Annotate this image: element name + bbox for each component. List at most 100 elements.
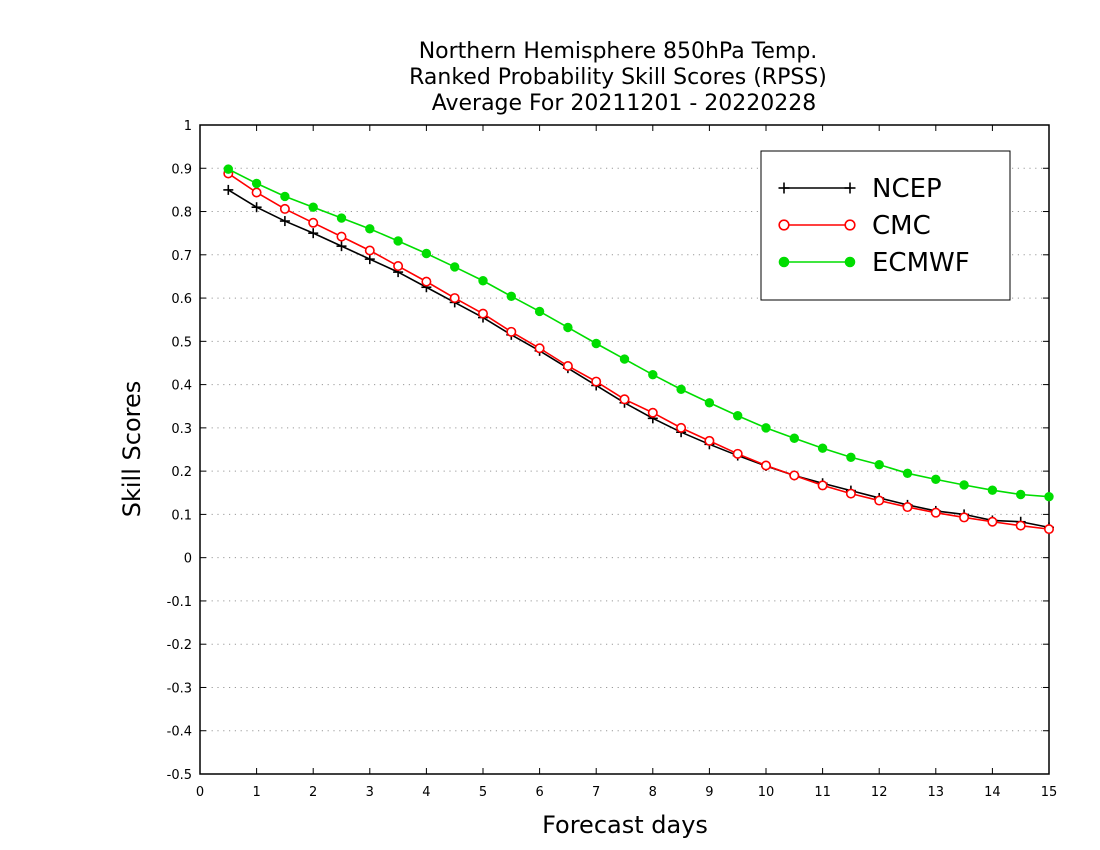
- x-tick-label: 6: [535, 785, 543, 800]
- x-tick-label: 13: [928, 785, 945, 800]
- data-point-marker: [704, 398, 715, 408]
- y-tick-label: 0.7: [171, 249, 192, 264]
- data-point-marker: [336, 213, 347, 223]
- data-point-marker: [450, 262, 460, 272]
- data-point-marker: [789, 470, 800, 481]
- data-point-marker: [364, 254, 375, 265]
- x-tick-label: 3: [366, 785, 374, 800]
- data-point-marker: [647, 407, 658, 418]
- x-axis-label: Forecast days: [542, 811, 708, 839]
- data-point-marker: [844, 182, 856, 194]
- data-point-marker: [817, 443, 828, 453]
- data-point-marker: [534, 306, 545, 317]
- data-point-marker: [704, 435, 715, 446]
- data-point-marker: [365, 224, 375, 234]
- data-point-marker: [648, 369, 658, 380]
- data-point-marker: [1044, 524, 1055, 535]
- chart-title-line-2: Ranked Probability Skill Scores (RPSS): [409, 65, 827, 90]
- x-tick-label: 8: [649, 785, 657, 800]
- data-point-marker: [778, 182, 790, 194]
- data-point-marker: [591, 338, 601, 349]
- legend-item-cmc: CMC: [778, 211, 931, 241]
- data-point-marker: [506, 291, 516, 302]
- data-point-marker: [619, 354, 630, 364]
- data-point-marker: [308, 228, 319, 239]
- data-point-marker: [223, 184, 234, 195]
- data-point-marker: [449, 293, 460, 304]
- data-point-marker: [364, 245, 375, 256]
- data-point-marker: [280, 191, 290, 202]
- x-tick-label: 9: [705, 785, 713, 800]
- data-point-marker: [308, 217, 319, 228]
- y-tick-label: 0.3: [171, 422, 192, 437]
- data-point-marker: [251, 202, 262, 213]
- chart-title: Northern Hemisphere 850hPa Temp. Ranked …: [409, 39, 827, 116]
- data-point-marker: [591, 376, 602, 387]
- data-point-marker: [902, 502, 913, 513]
- chart-title-line-1: Northern Hemisphere 850hPa Temp.: [419, 39, 818, 64]
- data-point-marker: [563, 322, 573, 333]
- y-tick-label: 1: [184, 119, 192, 134]
- data-series: [223, 164, 1055, 535]
- legend-item-ncep: NCEP: [778, 174, 942, 204]
- x-tick-label: 5: [479, 785, 487, 800]
- data-point-marker: [845, 488, 856, 499]
- x-tick-label: 1: [252, 785, 260, 800]
- x-tick-label: 12: [871, 785, 888, 800]
- x-tick-label: 7: [592, 785, 600, 800]
- data-point-marker: [676, 422, 687, 433]
- legend-label: CMC: [872, 211, 931, 241]
- data-point-marker: [778, 219, 790, 231]
- data-point-marker: [760, 460, 771, 471]
- plot-frame: [199, 124, 1050, 775]
- data-point-marker: [959, 480, 969, 490]
- y-tick-label: 0.9: [171, 162, 192, 177]
- y-axis-label: Skill Scores: [118, 381, 146, 518]
- data-point-marker: [874, 459, 884, 470]
- data-point-marker: [930, 507, 941, 518]
- data-point-marker: [778, 256, 790, 268]
- data-point-marker: [732, 448, 743, 459]
- y-tick-label: 0.2: [171, 465, 192, 480]
- y-tick-label: -0.5: [167, 768, 192, 783]
- data-point-marker: [931, 474, 941, 485]
- data-point-marker: [844, 256, 856, 268]
- data-point-marker: [562, 360, 573, 371]
- data-point-marker: [393, 236, 403, 246]
- y-tick-label: 0.1: [171, 508, 192, 523]
- data-point-marker: [874, 495, 885, 506]
- data-point-marker: [251, 187, 262, 198]
- data-point-marker: [477, 308, 488, 319]
- y-tick-label: -0.1: [167, 595, 192, 610]
- x-tick-label: 4: [422, 785, 430, 800]
- data-point-marker: [478, 276, 488, 286]
- x-tick-label: 10: [758, 785, 775, 800]
- data-point-marker: [393, 261, 404, 272]
- chart-title-line-3: Average For 20211201 - 20220228: [432, 91, 817, 116]
- axes: 1 0.9 0.8 0.7 0.6 0.5 0.4 0.3 0.2 0.1 0 -0.1 -0.2 -0.…: [167, 119, 1058, 800]
- series-ecmwf: [223, 164, 1054, 502]
- x-tick-label: 11: [814, 785, 831, 800]
- legend-label: ECMWF: [872, 248, 970, 278]
- data-point-marker: [336, 231, 347, 242]
- legend-label: NCEP: [872, 174, 942, 204]
- data-point-marker: [761, 423, 771, 433]
- y-tick-label: 0.4: [171, 379, 192, 394]
- x-tick-label: 2: [309, 785, 317, 800]
- data-point-marker: [1016, 489, 1026, 500]
- data-point-marker: [251, 178, 262, 189]
- gridlines: [200, 167, 1049, 732]
- y-tick-label: -0.4: [167, 725, 192, 740]
- data-point-marker: [733, 411, 743, 421]
- legend-item-ecmwf: ECMWF: [778, 248, 970, 278]
- data-point-marker: [421, 276, 432, 287]
- data-point-marker: [619, 394, 630, 405]
- data-point-marker: [421, 248, 432, 259]
- data-point-marker: [279, 216, 290, 227]
- legend: NCEP CMC ECMWF: [760, 150, 1011, 301]
- series-cmc: [223, 168, 1055, 535]
- data-point-marker: [223, 164, 234, 174]
- y-tick-label: -0.3: [167, 681, 192, 696]
- x-tick-label: 15: [1041, 785, 1058, 800]
- data-point-marker: [336, 241, 347, 252]
